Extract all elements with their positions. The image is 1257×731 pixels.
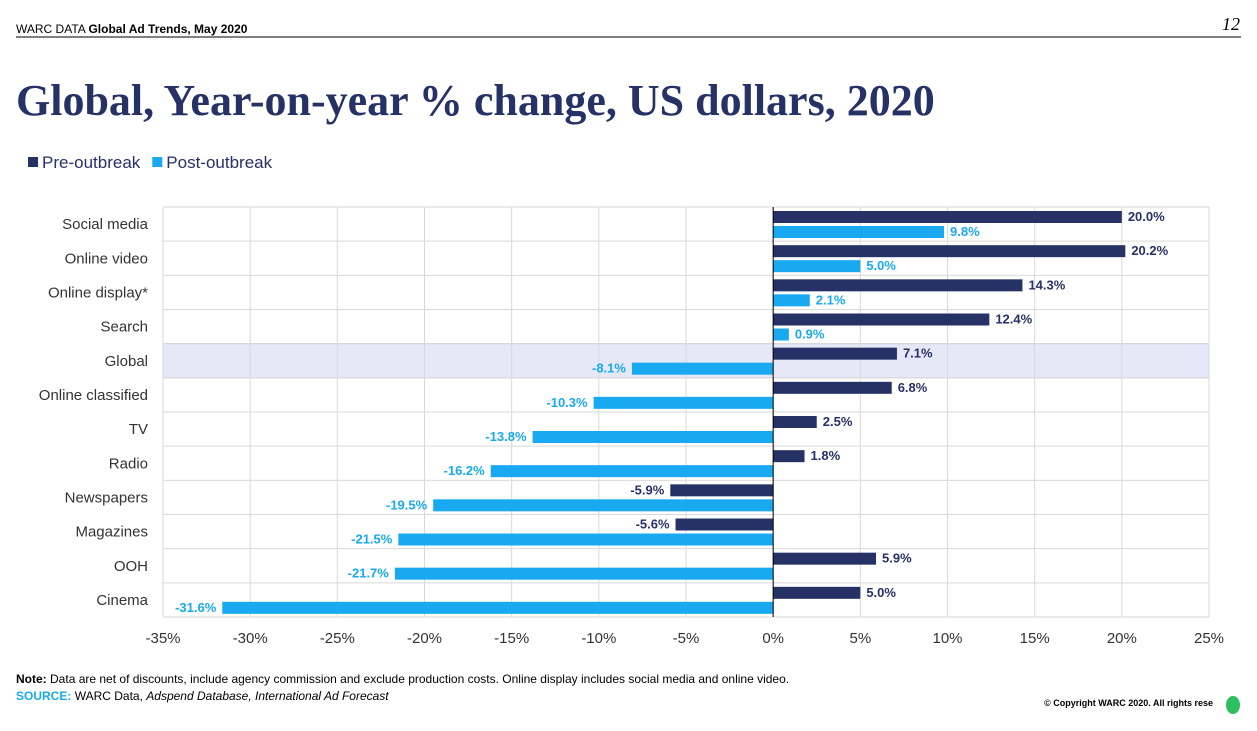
value-label: -8.1% [592,361,626,376]
source-label: SOURCE: [16,689,71,703]
plot: -35% -30% -25% -20% -15% -10% -5% 0% 5% 10% 15% 20%… [39,206,1224,647]
value-label: -5.6% [636,517,670,532]
bar [773,211,1122,223]
x-tick-label: 15% [1020,630,1050,647]
value-label: -10.3% [546,395,588,410]
value-label: 6.8% [898,380,928,395]
legend-label: Post-outbreak [166,153,272,172]
y-tick-label: Social media [62,216,149,233]
value-label: -31.6% [175,600,217,615]
x-tick-label: -25% [320,630,355,647]
x-tick-label: -15% [494,630,529,647]
value-label: 5.0% [866,258,896,273]
value-label: -21.5% [351,532,393,547]
legend: Pre-outbreak Post-outbreak [28,153,273,172]
value-label: -16.2% [444,463,486,478]
y-tick-label: Newspapers [65,489,148,506]
bar [773,260,861,273]
y-tick-label: Global [105,353,148,370]
bar [773,552,877,565]
page-number: 12 [1222,14,1240,34]
bar [773,416,817,428]
bar [773,328,789,341]
bar [394,567,774,580]
y-tick-label: Online classified [39,387,148,404]
value-label: 14.3% [1028,277,1065,292]
bar [773,313,990,326]
bar [773,450,805,463]
value-label: -21.7% [348,566,390,581]
value-label: -19.5% [386,497,428,512]
copyright: © Copyright WARC 2020. All rights rese [1044,698,1213,708]
value-label: 7.1% [903,346,933,361]
value-label: 1.8% [811,448,841,463]
x-tick-label: 25% [1194,630,1224,647]
bar [631,362,774,375]
bar [773,226,945,238]
y-tick-label: Radio [109,455,148,472]
bar [675,518,774,531]
value-label: 0.9% [795,327,825,342]
legend-label: Pre-outbreak [42,153,141,172]
value-label: 5.0% [866,585,896,600]
value-label: 9.8% [950,224,980,239]
bar [773,294,810,307]
x-tick-label: -5% [673,630,700,647]
y-tick-label: Cinema [96,592,148,609]
header-report: Global Ad Trends, May 2020 [88,22,247,36]
bar [593,396,774,409]
value-label: 2.5% [823,414,853,429]
bar [773,381,892,394]
header-label: WARC DATA [16,22,86,36]
y-tick-label: Online video [65,250,148,267]
chart-title: Global, Year-on-year % change, US dollar… [16,76,935,125]
value-label: 20.0% [1128,209,1165,224]
source-italic: Adspend Database, International Ad Forec… [145,689,389,703]
value-label: -13.8% [485,429,527,444]
y-tick-label: Search [100,319,148,336]
value-label: 2.1% [816,292,846,307]
note-text: Data are net of discounts, include agenc… [50,672,789,686]
value-label: 20.2% [1131,243,1168,258]
bar [532,431,774,443]
bar [773,586,861,599]
x-tick-label: 10% [932,630,962,647]
y-tick-label: Online display* [48,284,148,301]
logo [1226,696,1240,714]
x-tick-label: 20% [1107,630,1137,647]
header: WARC DATA Global Ad Trends, May 2020 [16,22,248,36]
x-tick-label: -30% [233,630,268,647]
y-tick-label: OOH [114,558,148,575]
source: SOURCE: WARC Data, Adspend Database, Int… [16,689,389,703]
bar [398,533,774,546]
x-tick-label: 5% [849,630,871,647]
bar [773,245,1126,258]
bar [490,465,774,478]
legend-swatch [28,157,38,167]
x-tick-label: -10% [581,630,616,647]
value-label: -5.9% [630,482,664,497]
bar [773,279,1023,292]
bar [222,601,774,614]
x-tick-label: 0% [762,630,784,647]
value-label: 12.4% [995,312,1032,327]
note: Note: Data are net of discounts, include… [16,672,789,686]
value-label: 5.9% [882,551,912,566]
legend-swatch [152,157,163,167]
source-text: WARC Data, [75,689,143,703]
note-label: Note: [16,672,47,686]
bar [670,484,774,497]
bar [773,347,897,360]
x-tick-label: -20% [407,630,442,647]
y-tick-label: TV [129,421,148,438]
bar [433,499,774,512]
y-tick-label: Magazines [75,524,148,541]
x-tick-label: -35% [145,630,180,647]
